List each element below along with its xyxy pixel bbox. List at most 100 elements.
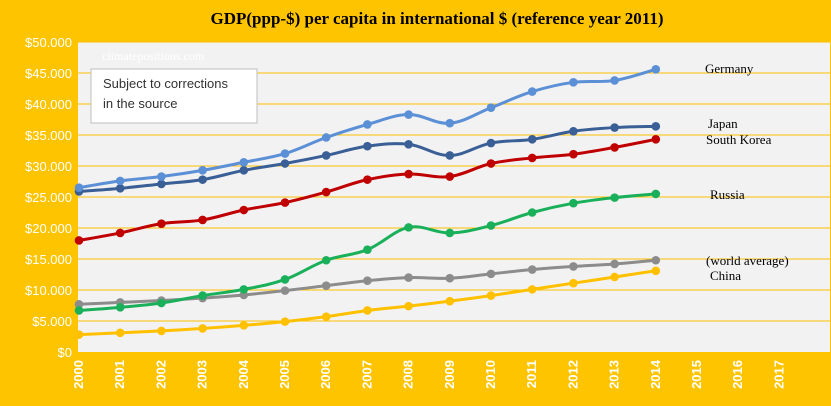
series-label: Russia: [710, 187, 745, 202]
x-tick-label: 2011: [524, 360, 539, 388]
data-point: [404, 110, 413, 119]
data-point: [280, 198, 290, 207]
x-tick-label: 2014: [648, 359, 663, 389]
x-tick-label: 2004: [236, 359, 251, 389]
data-point: [321, 187, 331, 197]
y-tick-label: $50.000: [25, 35, 72, 50]
data-point: [363, 306, 372, 315]
watermark-text: climatepositions.com: [102, 49, 205, 63]
y-tick-label: $15.000: [25, 252, 72, 267]
data-point: [651, 135, 661, 144]
series-china: [74, 266, 661, 339]
y-tick-label: $45.000: [25, 66, 72, 81]
x-tick-label: 2010: [483, 360, 498, 389]
data-point: [74, 330, 84, 339]
data-point: [569, 78, 578, 87]
data-point: [239, 321, 249, 330]
series-south-korea: [74, 135, 661, 245]
series-label: Japan: [708, 116, 738, 131]
y-axis-ticks: $0 $5.000 $10.000 $15.000 $20.000 $25.000 $30.…: [25, 35, 72, 360]
chart-title: GDP(ppp-$) per capita in international $…: [211, 9, 664, 28]
y-tick-label: $10.000: [25, 283, 72, 298]
data-point: [157, 172, 166, 181]
data-point: [610, 76, 619, 85]
data-point: [569, 262, 578, 271]
data-point: [198, 215, 207, 225]
data-point: [486, 159, 496, 168]
data-point: [157, 326, 166, 336]
data-point: [610, 259, 619, 269]
x-tick-label: 2005: [277, 360, 292, 389]
data-point: [198, 166, 207, 175]
data-point: [569, 126, 578, 136]
data-point: [239, 285, 249, 294]
data-point: [74, 183, 84, 192]
data-point: [610, 143, 619, 152]
x-tick-label: 2015: [689, 360, 704, 389]
data-point: [198, 324, 207, 333]
data-point: [445, 151, 455, 160]
data-point: [363, 245, 372, 254]
data-point: [363, 276, 372, 286]
y-tick-label: $5.000: [32, 314, 72, 329]
data-point: [239, 166, 249, 175]
data-point: [486, 291, 496, 300]
x-tick-label: 2013: [607, 360, 622, 389]
series-label: Germany: [705, 61, 754, 76]
x-tick-label: 2017: [771, 360, 786, 389]
data-point: [321, 151, 331, 160]
note-box: [90, 68, 258, 124]
data-point: [74, 299, 84, 309]
data-point: [239, 205, 249, 215]
data-point: [157, 179, 166, 189]
data-point: [445, 273, 455, 283]
data-point: [569, 278, 578, 288]
data-point: [280, 149, 290, 158]
correction-note: Subject to corrections in the source: [90, 68, 258, 124]
x-tick-label: 2002: [153, 360, 168, 389]
y-tick-label: $30.000: [25, 159, 72, 174]
note-line-2: in the source: [103, 96, 177, 111]
y-tick-label: $40.000: [25, 97, 72, 112]
data-point: [651, 64, 661, 74]
data-point: [610, 123, 619, 132]
data-point: [321, 133, 331, 142]
data-point: [404, 140, 413, 149]
series-label: (world average): [706, 253, 789, 268]
data-point: [527, 208, 537, 217]
series-label: China: [710, 268, 741, 283]
data-point: [486, 103, 496, 113]
data-point: [115, 303, 125, 312]
y-tick-label: $0: [58, 345, 72, 360]
data-point: [115, 228, 125, 238]
y-tick-label: $20.000: [25, 221, 72, 236]
x-tick-label: 2000: [71, 360, 86, 389]
data-point: [527, 285, 537, 294]
data-point: [527, 153, 537, 163]
data-point: [115, 176, 125, 186]
data-point: [280, 286, 290, 295]
series-label: South Korea: [706, 132, 772, 147]
data-point: [651, 122, 661, 131]
note-line-1: Subject to corrections: [103, 76, 229, 91]
data-point: [321, 281, 331, 290]
data-point: [445, 172, 455, 181]
x-tick-label: 2007: [359, 360, 374, 389]
data-point: [74, 236, 84, 245]
data-point: [651, 255, 661, 265]
data-point: [486, 138, 496, 148]
data-point: [280, 275, 290, 284]
x-tick-label: 2012: [565, 360, 580, 389]
y-tick-label: $25.000: [25, 190, 72, 205]
data-point: [280, 317, 290, 326]
data-point: [157, 298, 166, 308]
data-point: [569, 149, 578, 159]
data-point: [404, 223, 413, 232]
data-point: [569, 198, 578, 208]
data-point: [527, 87, 537, 96]
data-point: [651, 189, 661, 199]
data-point: [527, 265, 537, 274]
